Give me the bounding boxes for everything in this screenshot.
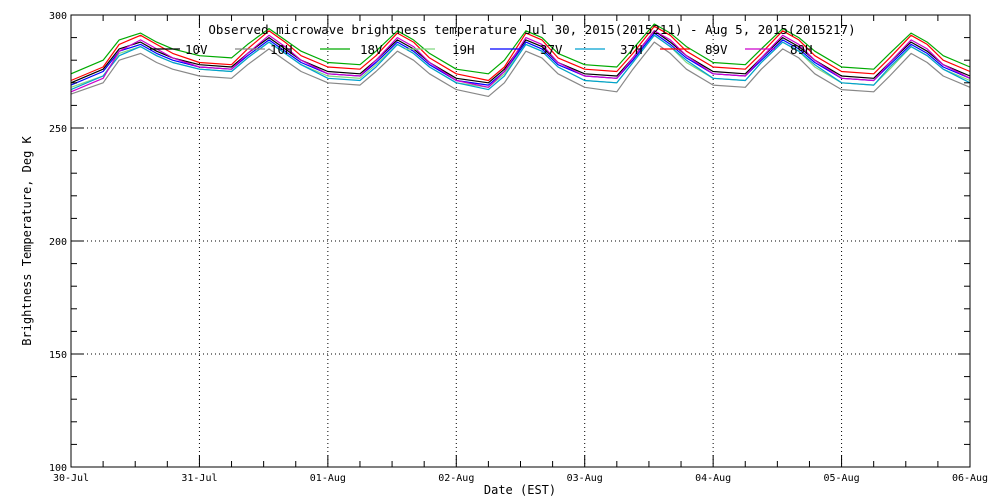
chart-title: Observed microwave brightness temperatur… bbox=[208, 22, 855, 37]
series-line-18v bbox=[70, 23, 971, 75]
series-layer bbox=[70, 23, 971, 98]
y-tick-label: 300 bbox=[49, 11, 67, 22]
x-tick-label: 03-Aug bbox=[567, 473, 603, 484]
legend-label-89v: 89V bbox=[705, 42, 728, 57]
x-tick-label: 30-Jul bbox=[53, 473, 89, 484]
legend-label-10v: 10V bbox=[185, 42, 208, 57]
grid-layer bbox=[71, 15, 970, 467]
x-tick-label: 05-Aug bbox=[824, 473, 860, 484]
y-tick-label: 100 bbox=[49, 463, 67, 474]
series-line-89h bbox=[70, 30, 971, 93]
tick-layer: 100 150 200 250 300 30-Jul 31-Jul 01-Aug 02-Aug 0… bbox=[49, 11, 988, 484]
series-line-89v bbox=[70, 25, 971, 82]
legend-label-89h: 89H bbox=[790, 42, 813, 57]
y-tick-label: 150 bbox=[49, 350, 67, 361]
x-tick-label: 31-Jul bbox=[181, 473, 217, 484]
legend-label-19h: 19H bbox=[452, 42, 475, 57]
x-axis-title: Date (EST) bbox=[484, 483, 556, 497]
y-tick-label: 250 bbox=[49, 124, 67, 135]
legend-label-37h: 37H bbox=[620, 42, 643, 57]
series-line-37h bbox=[70, 34, 971, 91]
x-tick-label: 01-Aug bbox=[310, 473, 346, 484]
y-axis-title: Brightness Temperature, Deg K bbox=[20, 135, 34, 345]
x-tick-label: 04-Aug bbox=[695, 473, 731, 484]
series-line-10h bbox=[70, 41, 971, 98]
y-tick-label: 200 bbox=[49, 237, 67, 248]
x-tick-label: 06-Aug bbox=[952, 473, 988, 484]
legend-label-10h: 10H bbox=[270, 42, 293, 57]
legend-layer: 10V 10H 18V 19H 37V 37H 89V 89H bbox=[150, 42, 813, 57]
legend-label-37v: 37V bbox=[540, 42, 563, 57]
x-tick-label: 02-Aug bbox=[438, 473, 474, 484]
legend-label-18v: 18V bbox=[360, 42, 383, 57]
